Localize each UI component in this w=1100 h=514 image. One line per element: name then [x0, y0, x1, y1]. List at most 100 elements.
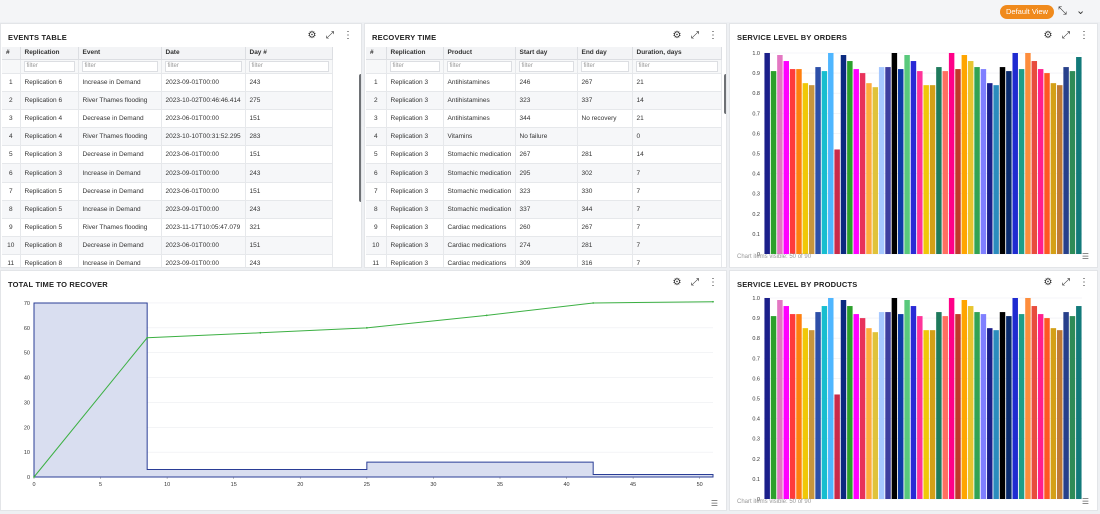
line-point[interactable]: [592, 302, 595, 304]
bar[interactable]: [770, 316, 777, 499]
bar[interactable]: [808, 85, 815, 254]
bar[interactable]: [1006, 71, 1012, 254]
bar[interactable]: [942, 71, 948, 254]
bar[interactable]: [1076, 306, 1082, 499]
bar[interactable]: [891, 53, 898, 254]
more-icon[interactable]: ⋮: [708, 277, 718, 288]
collapse-icon[interactable]: ⤡: [1058, 5, 1067, 17]
bar[interactable]: [987, 83, 993, 255]
vertical-scrollbar[interactable]: [359, 74, 361, 202]
table-row[interactable]: 4 Replication 4 River Thames flooding 2023-…: [2, 127, 333, 147]
table-row[interactable]: 1 Replication 3 Antihistamines 246 267 21: [366, 73, 722, 92]
filter-input-replication[interactable]: filter: [389, 60, 440, 72]
bar[interactable]: [783, 306, 789, 499]
bar[interactable]: [777, 300, 783, 499]
filter-input-duration[interactable]: filter: [635, 60, 718, 72]
expand-icon[interactable]: ⤢: [326, 30, 334, 41]
bar[interactable]: [1025, 298, 1031, 499]
table-row[interactable]: 8 Replication 3 Stomachic medication 337 344…: [366, 200, 722, 220]
filter-input-date[interactable]: filter: [164, 60, 242, 72]
table-row[interactable]: 7 Replication 3 Stomachic medication 323 330…: [366, 182, 722, 201]
bar[interactable]: [1069, 316, 1076, 499]
table-row[interactable]: 3 Replication 3 Antihistamines 344 No recove…: [366, 109, 722, 129]
table-row[interactable]: 4 Replication 3 Vitamins No failure 0: [366, 127, 722, 147]
bar[interactable]: [853, 69, 859, 254]
bar[interactable]: [1063, 67, 1069, 254]
bar[interactable]: [859, 318, 866, 499]
line-point[interactable]: [485, 314, 488, 317]
column-header-index[interactable]: #: [366, 47, 387, 60]
filter-input-event[interactable]: filter: [81, 60, 158, 72]
bar[interactable]: [821, 306, 828, 499]
bar[interactable]: [821, 71, 828, 254]
bar[interactable]: [1044, 73, 1050, 254]
bar[interactable]: [777, 55, 783, 254]
bar[interactable]: [955, 69, 961, 254]
bar[interactable]: [910, 306, 917, 499]
table-row[interactable]: 10 Replication 3 Cardiac medications 274 281…: [366, 236, 722, 256]
bar[interactable]: [834, 149, 840, 254]
bar[interactable]: [929, 85, 936, 254]
filter-input-start-day[interactable]: filter: [518, 60, 574, 72]
gear-icon[interactable]: ⚙: [672, 277, 682, 288]
bar[interactable]: [802, 328, 809, 499]
bar[interactable]: [764, 53, 770, 254]
bar[interactable]: [923, 85, 929, 254]
bar[interactable]: [910, 61, 917, 254]
expand-icon[interactable]: ⤢: [691, 277, 699, 288]
bar[interactable]: [796, 69, 802, 254]
bar[interactable]: [1037, 69, 1044, 254]
gear-icon[interactable]: ⚙: [1043, 30, 1053, 41]
bar[interactable]: [904, 300, 910, 499]
column-header-start-day[interactable]: Start day: [515, 47, 578, 60]
column-header-index[interactable]: #: [2, 47, 21, 60]
more-icon[interactable]: ⋮: [1079, 277, 1089, 288]
line-point[interactable]: [33, 476, 35, 478]
filter-input-replication[interactable]: filter: [23, 60, 75, 72]
bar[interactable]: [948, 298, 955, 499]
bar[interactable]: [770, 71, 777, 254]
table-row[interactable]: 11 Replication 3 Cardiac medications 309 316…: [366, 254, 722, 267]
bar[interactable]: [789, 314, 796, 499]
bar[interactable]: [923, 330, 929, 499]
bar[interactable]: [967, 306, 974, 499]
legend-list-icon[interactable]: ☰: [710, 499, 718, 508]
column-header-event[interactable]: Event: [78, 47, 162, 60]
bar[interactable]: [987, 328, 993, 499]
legend-list-icon[interactable]: ☰: [1081, 252, 1089, 261]
bar[interactable]: [955, 314, 961, 499]
table-row[interactable]: 10 Replication 8 Decrease in Demand 2023-06…: [2, 236, 333, 256]
table-row[interactable]: 9 Replication 3 Cardiac medications 260 267 7: [366, 218, 722, 238]
expand-icon[interactable]: ⤢: [1062, 277, 1070, 288]
bar[interactable]: [1018, 314, 1025, 499]
vertical-scrollbar[interactable]: [724, 74, 726, 114]
bar[interactable]: [1050, 83, 1057, 255]
table-row[interactable]: 5 Replication 3 Decrease in Demand 2023-06-…: [2, 145, 333, 165]
table-row[interactable]: 2 Replication 6 River Thames flooding 2023-…: [2, 91, 333, 110]
bar[interactable]: [999, 312, 1006, 499]
bar[interactable]: [974, 312, 980, 499]
bar[interactable]: [1006, 316, 1012, 499]
line-point[interactable]: [259, 331, 262, 334]
column-header-replication[interactable]: Replication: [386, 47, 444, 60]
bar[interactable]: [853, 314, 859, 499]
bar[interactable]: [847, 61, 853, 254]
column-header-day[interactable]: Day #: [245, 47, 333, 60]
table-row[interactable]: 9 Replication 5 River Thames flooding 2023-…: [2, 218, 333, 238]
bar[interactable]: [917, 316, 923, 499]
more-icon[interactable]: ⋮: [343, 30, 353, 41]
bar[interactable]: [847, 306, 853, 499]
bar[interactable]: [872, 332, 879, 499]
bar[interactable]: [764, 298, 770, 499]
table-row[interactable]: 11 Replication 8 Increase in Demand 2023-09…: [2, 254, 333, 267]
table-row[interactable]: 8 Replication 5 Increase in Demand 2023-09-…: [2, 200, 333, 220]
bar[interactable]: [1025, 53, 1031, 254]
bar[interactable]: [942, 316, 948, 499]
bar[interactable]: [980, 314, 987, 499]
bar[interactable]: [802, 83, 809, 255]
more-icon[interactable]: ⋮: [1079, 30, 1089, 41]
bar[interactable]: [993, 330, 999, 499]
bar[interactable]: [840, 300, 847, 499]
bar[interactable]: [1069, 71, 1076, 254]
table-row[interactable]: 5 Replication 3 Stomachic medication 267 281…: [366, 145, 722, 165]
